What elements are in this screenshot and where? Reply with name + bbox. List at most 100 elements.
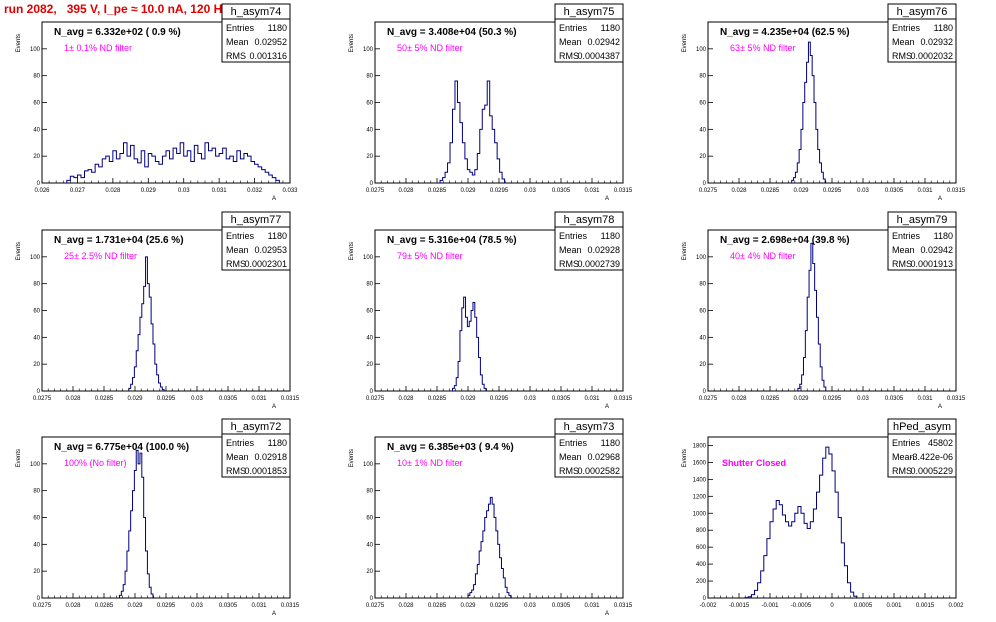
histogram-bin: [127, 551, 129, 598]
histogram-bin: [477, 337, 479, 391]
y-tick-label: 100: [30, 255, 41, 261]
histogram-bin: [804, 523, 807, 598]
stats-value: 0.02968: [587, 452, 620, 462]
y-tick-label: 60: [366, 309, 373, 315]
histogram-bin: [782, 515, 785, 598]
histogram-bin: [469, 321, 471, 391]
histogram-series: [467, 496, 512, 598]
y-tick-label: 100: [363, 47, 374, 53]
histogram-bin: [822, 380, 824, 391]
y-axis-label: Events: [16, 242, 22, 260]
histogram-bin: [226, 159, 230, 183]
x-tick-label: 0.0275: [366, 188, 385, 194]
x-tick-label: 0.0295: [157, 603, 176, 609]
x-tick-label: 0.03: [524, 188, 536, 194]
histogram-name: hPed_asym: [893, 421, 951, 433]
histogram-bin: [487, 81, 489, 183]
histogram-bin: [109, 162, 113, 183]
y-tick-label: 80: [33, 74, 40, 80]
stats-label: Mean: [892, 37, 915, 47]
histogram-bin: [162, 390, 164, 391]
histogram-bin: [262, 170, 266, 183]
histogram-bin: [803, 357, 805, 391]
stats-value: 0.001316: [249, 51, 287, 61]
histogram-bin: [160, 387, 162, 391]
stats-label: RMS: [559, 466, 579, 476]
x-tick-label: -0.0005: [791, 603, 812, 609]
x-tick-label: 0.031: [584, 396, 600, 402]
x-axis-label: A: [605, 611, 609, 617]
histogram-bin: [479, 551, 481, 598]
y-axis-label: Events: [16, 449, 22, 467]
y-tick-label: 40: [366, 127, 373, 133]
y-tick-label: 80: [366, 74, 373, 80]
histogram-bin: [454, 386, 456, 391]
histogram-bin: [223, 148, 227, 183]
y-tick-label: 0: [703, 181, 707, 187]
x-axis-label: A: [938, 404, 942, 410]
y-tick-label: 80: [699, 282, 706, 288]
x-tick-label: 0.0315: [947, 188, 966, 194]
histogram-bin: [457, 103, 459, 184]
navg-label: N_avg = 1.731e+04 (25.6 %): [54, 235, 184, 246]
stats-value: 1180: [268, 231, 287, 241]
histogram-bin: [801, 513, 804, 598]
y-axis-label: Events: [682, 34, 688, 52]
stats-box: [554, 418, 624, 478]
histogram-name: h_asym72: [231, 421, 282, 433]
histogram-bin: [832, 471, 835, 598]
histogram-bin: [453, 388, 455, 391]
x-tick-label: 0.0305: [885, 396, 904, 402]
histogram-bin: [466, 317, 468, 391]
histogram-bin: [820, 367, 822, 391]
stats-value: 1180: [601, 231, 620, 241]
y-tick-label: 60: [33, 101, 40, 107]
histogram-bin: [802, 375, 804, 391]
stats-label: RMS: [226, 51, 246, 61]
histogram-bin: [134, 471, 136, 598]
histogram-bin: [755, 590, 758, 598]
histogram-bin: [102, 159, 106, 183]
y-tick-label: 20: [33, 569, 40, 575]
histogram-bin: [209, 151, 213, 183]
stats-label: RMS: [226, 466, 246, 476]
histogram-bin: [475, 170, 477, 183]
y-tick-label: 1400: [693, 477, 707, 483]
histogram-bin: [170, 159, 174, 183]
x-tick-label: -0.001: [761, 603, 779, 609]
x-tick-label: 0.028: [105, 188, 121, 194]
histogram-bin: [821, 172, 823, 183]
stats-label: Entries: [892, 438, 921, 448]
y-tick-label: 0: [370, 181, 374, 187]
histogram-bin: [455, 81, 457, 183]
histogram-bin: [795, 513, 798, 598]
histogram-bin: [166, 151, 170, 183]
y-tick-label: 20: [366, 362, 373, 368]
histogram-bin: [818, 149, 820, 183]
histogram-bin: [120, 153, 124, 183]
x-tick-label: 0.031: [251, 603, 267, 609]
stats-value: 0.0002301: [244, 259, 287, 269]
histogram-bin: [149, 297, 151, 391]
y-tick-label: 600: [696, 545, 707, 551]
filter-label: 1± 0.1% ND filter: [64, 43, 132, 53]
x-tick-label: 0.0315: [614, 188, 633, 194]
histogram-bin: [773, 509, 776, 598]
y-tick-label: 200: [696, 579, 707, 585]
histogram-bin: [187, 151, 191, 183]
histogram-bin: [140, 453, 142, 598]
stats-box: [554, 3, 624, 63]
x-tick-label: 0.031: [212, 188, 228, 194]
stats-box: [221, 211, 291, 271]
histogram-bin: [233, 162, 237, 183]
filter-label: Shutter Closed: [722, 458, 786, 468]
histogram-bin: [487, 511, 489, 598]
histogram-bin: [502, 179, 504, 183]
filter-label: 63± 5% ND filter: [730, 43, 795, 53]
histogram-bin: [458, 361, 460, 391]
histogram-bin: [153, 344, 155, 391]
x-tick-label: 0.0275: [366, 396, 385, 402]
y-tick-label: 100: [696, 255, 707, 261]
histogram-bin: [464, 297, 466, 391]
histogram-bin: [810, 522, 813, 598]
